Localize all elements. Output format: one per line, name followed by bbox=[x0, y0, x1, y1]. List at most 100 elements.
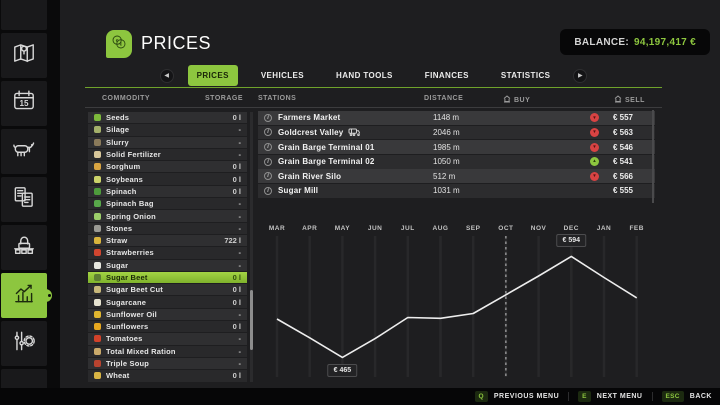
commodity-row[interactable]: Spring Onion - bbox=[88, 210, 247, 222]
commodity-row[interactable]: Spinach 0 l bbox=[88, 185, 247, 198]
commodity-icon bbox=[94, 175, 101, 183]
commodity-row[interactable]: Seeds 0 l bbox=[88, 112, 247, 124]
sidebar-item-contracts[interactable] bbox=[1, 177, 47, 222]
commodity-row[interactable]: Sunflowers 0 l bbox=[88, 321, 247, 333]
month-label: AUG bbox=[433, 225, 449, 232]
commodity-row[interactable]: Wheat 0 l bbox=[88, 370, 247, 382]
price-trend-down-icon: ▼ bbox=[590, 113, 599, 123]
price-trend-up-icon: ▲ bbox=[590, 157, 599, 167]
commodity-label: Sunflower Oil bbox=[106, 309, 157, 319]
balance-label: BALANCE: bbox=[574, 36, 629, 48]
station-row[interactable]: i Grain River Silo 512 m ▼ € 566 bbox=[258, 169, 655, 184]
commodity-scrollbar-thumb[interactable] bbox=[250, 290, 253, 350]
commodity-icon bbox=[94, 151, 101, 159]
commodity-storage-value: - bbox=[238, 150, 242, 160]
commodity-row[interactable]: Silage - bbox=[88, 124, 247, 136]
tab-finances[interactable]: FINANCES bbox=[424, 71, 469, 80]
hint-label: BACK bbox=[689, 393, 712, 400]
station-info-icon[interactable]: i bbox=[264, 128, 272, 137]
commodity-row[interactable]: Sorghum 0 l bbox=[88, 161, 247, 173]
commodity-row[interactable]: Straw 722 l bbox=[88, 234, 247, 247]
tab-statistics[interactable]: STATISTICS bbox=[500, 71, 551, 80]
prices-page-icon: € € bbox=[106, 30, 132, 58]
commodity-icon bbox=[94, 138, 101, 146]
commodity-list: Seeds 0 l Silage - Slurry - Solid Fertilizer - S… bbox=[88, 112, 247, 383]
commodity-row[interactable]: Stones - bbox=[88, 222, 247, 234]
station-row[interactable]: i Grain Barge Terminal 01 1985 m ▼ € 546 bbox=[258, 140, 655, 154]
hint-previous-menu: Q PREVIOUS MENU bbox=[474, 391, 560, 402]
station-row[interactable]: i Farmers Market 1148 m ▼ € 557 bbox=[258, 111, 655, 125]
station-info-icon[interactable]: i bbox=[264, 143, 272, 152]
stations-scrollbar[interactable] bbox=[652, 110, 654, 203]
commodity-row[interactable]: Tomatoes - bbox=[88, 333, 247, 345]
commodity-label: Silage bbox=[106, 125, 130, 135]
right-arrow-icon[interactable]: ▶ bbox=[573, 68, 588, 83]
sidebar-item-map[interactable] bbox=[1, 33, 47, 78]
sidebar-item-calendar[interactable]: 15 bbox=[1, 81, 47, 126]
commodity-label: Soybeans bbox=[106, 174, 144, 184]
station-info-icon[interactable]: i bbox=[264, 186, 272, 195]
sidebar: 15 bbox=[0, 0, 60, 405]
tab-bar-tabs: PRICES VEHICLES HAND TOOLS FINANCES STATISTI… bbox=[187, 65, 560, 86]
commodity-label: Spring Onion bbox=[106, 211, 156, 221]
min-price-label: € 465 bbox=[327, 364, 358, 378]
commodity-storage-value: 0 l bbox=[232, 371, 241, 381]
sidebar-item-production[interactable] bbox=[1, 225, 47, 270]
commodity-row[interactable]: Total Mixed Ration - bbox=[88, 345, 247, 357]
commodity-storage-value: - bbox=[238, 334, 242, 344]
commodity-row[interactable]: Slurry - bbox=[88, 136, 247, 148]
commodity-icon bbox=[94, 224, 101, 232]
commodity-row[interactable]: Strawberries - bbox=[88, 247, 247, 259]
commodity-label: Wheat bbox=[106, 371, 130, 381]
commodity-icon bbox=[94, 274, 101, 281]
tab-vehicles[interactable]: VEHICLES bbox=[260, 71, 305, 80]
calendar-icon: 15 bbox=[11, 88, 37, 119]
commodity-storage-value: - bbox=[238, 346, 242, 356]
tab-hand-tools[interactable]: HAND TOOLS bbox=[336, 71, 393, 80]
key-badge: E bbox=[578, 391, 591, 402]
commodity-row[interactable]: Sugar Beet Cut 0 l bbox=[88, 284, 247, 296]
commodity-row[interactable]: Sunflower Oil - bbox=[88, 308, 247, 321]
commodity-label: Strawberries bbox=[106, 248, 154, 258]
animal-icon bbox=[11, 136, 37, 167]
commodity-row[interactable]: Spinach Bag - bbox=[88, 198, 247, 210]
commodity-label: Sugarcane bbox=[106, 297, 147, 307]
month-label: APR bbox=[302, 225, 317, 232]
sidebar-item-settings[interactable] bbox=[1, 321, 47, 366]
commodity-row[interactable]: Triple Soup - bbox=[88, 357, 247, 370]
commodity-row[interactable]: Solid Fertilizer - bbox=[88, 148, 247, 161]
commodity-row[interactable]: Soybeans 0 l bbox=[88, 173, 247, 185]
station-info-icon[interactable]: i bbox=[264, 172, 272, 181]
station-sell-price: € 546 bbox=[612, 142, 633, 152]
commodity-label: Triple Soup bbox=[106, 359, 150, 369]
commodity-label: Sorghum bbox=[106, 162, 141, 172]
station-row[interactable]: i Goldcrest Valley 2046 m ▼ € 563 bbox=[258, 125, 655, 140]
station-info-icon[interactable]: i bbox=[264, 157, 272, 166]
column-header-stations: STATIONS bbox=[258, 95, 297, 102]
commodity-scrollbar[interactable] bbox=[250, 112, 253, 382]
production-icon bbox=[11, 232, 37, 263]
sidebar-item-blank-top bbox=[1, 0, 47, 30]
sidebar-item-prices-statistics[interactable] bbox=[1, 273, 52, 318]
page-title: PRICES bbox=[141, 33, 212, 53]
column-header-sell: SELL bbox=[614, 95, 645, 105]
station-info-icon[interactable]: i bbox=[264, 113, 272, 122]
left-arrow-icon[interactable]: ◀ bbox=[159, 68, 174, 83]
tab-prices[interactable]: PRICES bbox=[187, 65, 238, 86]
commodity-row[interactable]: Sugarcane 0 l bbox=[88, 296, 247, 308]
commodity-row[interactable]: Sugar Beet 0 l bbox=[88, 271, 247, 284]
station-sell-price: € 566 bbox=[612, 171, 633, 181]
commodity-row[interactable]: Sugar - bbox=[88, 259, 247, 271]
commodity-icon bbox=[94, 372, 101, 380]
station-distance: 1050 m bbox=[433, 157, 460, 167]
commodity-label: Sugar Beet Cut bbox=[106, 285, 163, 295]
commodity-storage-value: 0 l bbox=[232, 273, 241, 282]
station-name: Grain Barge Terminal 01 bbox=[278, 142, 375, 152]
station-row[interactable]: i Grain Barge Terminal 02 1050 m ▲ € 541 bbox=[258, 154, 655, 169]
commodity-storage-value: - bbox=[238, 359, 242, 369]
balance-value: 94,197,417 € bbox=[634, 36, 696, 48]
commodity-label: Sunflowers bbox=[106, 322, 149, 332]
sidebar-item-animals[interactable] bbox=[1, 129, 47, 174]
stations-list: i Farmers Market 1148 m ▼ € 557 i Goldcrest Va… bbox=[258, 111, 655, 199]
